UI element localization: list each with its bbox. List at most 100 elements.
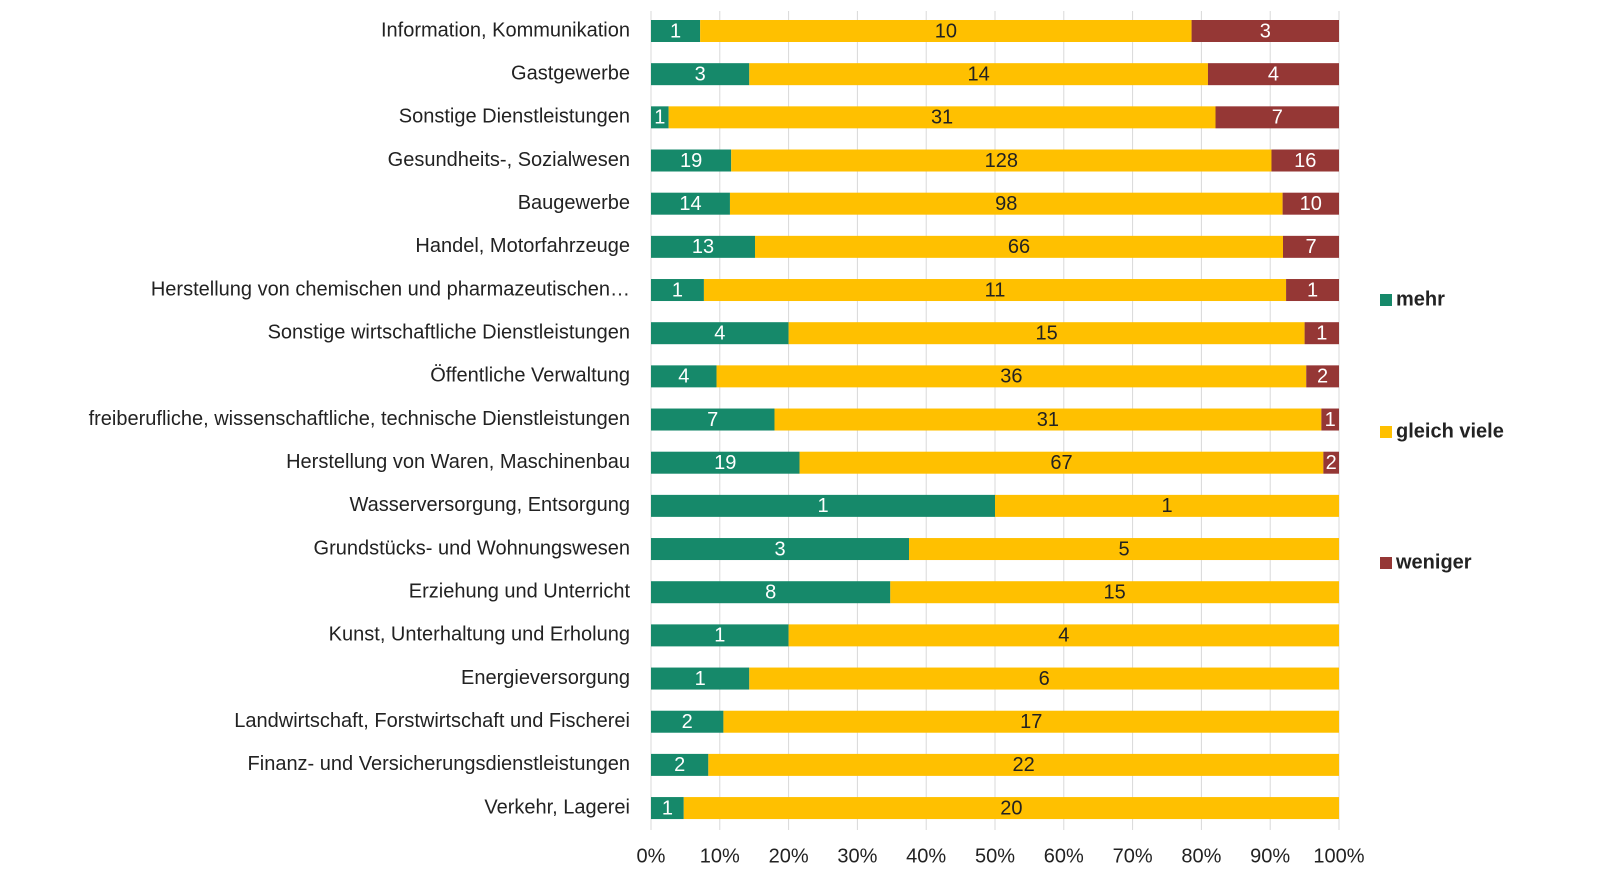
value-label: 17 <box>1020 711 1042 733</box>
x-tick-label: 90% <box>1250 845 1290 867</box>
bar-segment <box>651 667 750 690</box>
value-label: 10 <box>935 20 957 42</box>
value-label: 1 <box>670 20 681 42</box>
x-tick-label: 70% <box>1113 845 1153 867</box>
bar-segment <box>683 797 1339 820</box>
value-label: 1 <box>662 797 673 819</box>
value-label: 1 <box>654 107 665 129</box>
bar-segment <box>1323 451 1339 474</box>
x-tick-label: 40% <box>906 845 946 867</box>
value-label: 7 <box>1305 236 1316 258</box>
value-label: 1 <box>1325 409 1336 431</box>
x-tick-label: 30% <box>837 845 877 867</box>
bar-segment <box>651 494 995 517</box>
x-tick-label: 60% <box>1044 845 1084 867</box>
bar-segment <box>651 797 684 820</box>
value-label: 8 <box>765 581 776 603</box>
value-label: 1 <box>817 495 828 517</box>
x-tick-label: 80% <box>1181 845 1221 867</box>
value-label: 1 <box>695 668 706 690</box>
bar-segment <box>1191 20 1339 42</box>
bar-segment <box>651 581 891 604</box>
y-tick-label: Energieversorgung <box>461 667 630 689</box>
y-tick-label: Sonstige Dienstleistungen <box>399 106 630 128</box>
value-label: 4 <box>1268 63 1279 85</box>
value-label: 15 <box>1035 322 1057 344</box>
value-label: 11 <box>985 279 1006 301</box>
value-label: 1 <box>1161 495 1172 517</box>
y-tick-label: Herstellung von Waren, Maschinenbau <box>286 451 630 473</box>
value-label: 10 <box>1300 193 1322 215</box>
value-label: 4 <box>1058 625 1069 647</box>
bar-segment <box>995 494 1339 517</box>
bar-segment <box>651 451 800 474</box>
value-label: 14 <box>679 193 701 215</box>
y-tick-label: Kunst, Unterhaltung und Erholung <box>329 624 630 646</box>
bar-segment <box>774 408 1322 431</box>
bar-segment <box>788 624 1339 647</box>
y-tick-label: Wasserversorgung, Entsorgung <box>349 494 630 516</box>
bar-segment <box>651 63 750 86</box>
bar-segment <box>716 365 1307 388</box>
bar-segment <box>700 20 1192 42</box>
bar-segment <box>890 581 1339 604</box>
bar-segment <box>1304 322 1339 345</box>
y-tick-label: freiberufliche, wissenschaftliche, techn… <box>89 408 630 430</box>
value-label: 4 <box>678 366 689 388</box>
x-tick-label: 100% <box>1313 845 1364 867</box>
bar-segment <box>651 624 789 647</box>
x-tick-label: 10% <box>700 845 740 867</box>
legend-label: mehr <box>1396 288 1445 310</box>
value-label: 31 <box>1037 409 1059 431</box>
bar-segment <box>651 279 704 302</box>
bar-segment <box>749 63 1208 86</box>
value-label: 15 <box>1104 581 1126 603</box>
value-label: 67 <box>1050 452 1072 474</box>
bar-segment <box>729 192 1283 215</box>
legend-label: weniger <box>1395 551 1472 573</box>
value-label: 19 <box>714 452 736 474</box>
value-label: 1 <box>1316 322 1327 344</box>
y-tick-label: Baugewerbe <box>518 192 630 214</box>
value-label: 31 <box>931 107 953 129</box>
bar-segment <box>1207 63 1339 86</box>
bar-segment <box>651 710 724 733</box>
value-label: 1 <box>714 625 725 647</box>
bar-segment <box>799 451 1324 474</box>
bar-segment <box>755 235 1283 258</box>
legend-label: gleich viele <box>1396 420 1504 442</box>
y-tick-label: Erziehung und Unterricht <box>409 580 631 602</box>
value-label: 22 <box>1013 754 1035 776</box>
legend-swatch <box>1380 294 1392 306</box>
bar-segment <box>668 106 1216 129</box>
y-tick-label: Öffentliche Verwaltung <box>430 365 630 387</box>
bar-segment <box>651 149 732 172</box>
bar-segment <box>909 538 1339 561</box>
bar-segment <box>788 322 1305 345</box>
value-label: 4 <box>714 322 725 344</box>
value-label: 98 <box>995 193 1017 215</box>
bar-segment <box>731 149 1272 172</box>
bar-segment <box>651 322 789 345</box>
value-label: 3 <box>1260 20 1271 42</box>
bar-segment <box>1306 365 1339 388</box>
y-tick-label: Sonstige wirtschaftliche Dienstleistunge… <box>268 321 630 343</box>
bar-segment <box>651 20 701 42</box>
bar-segment <box>1215 106 1339 129</box>
value-label: 2 <box>674 754 685 776</box>
legend-swatch <box>1380 426 1392 438</box>
y-tick-label: Finanz- und Versicherungsdienstleistunge… <box>248 753 630 775</box>
bar-segment <box>1283 235 1339 258</box>
bar-segment <box>1286 279 1339 302</box>
legend-swatch <box>1380 557 1392 569</box>
y-tick-label: Handel, Motorfahrzeuge <box>415 235 630 257</box>
bar-segment <box>651 106 669 129</box>
bar-segment <box>651 538 909 561</box>
x-tick-label: 20% <box>769 845 809 867</box>
value-label: 20 <box>1000 797 1022 819</box>
y-tick-label: Gesundheits-, Sozialwesen <box>388 149 630 171</box>
value-label: 36 <box>1000 366 1022 388</box>
value-label: 1 <box>672 279 683 301</box>
bar-segment <box>723 710 1339 733</box>
value-label: 7 <box>1272 107 1283 129</box>
